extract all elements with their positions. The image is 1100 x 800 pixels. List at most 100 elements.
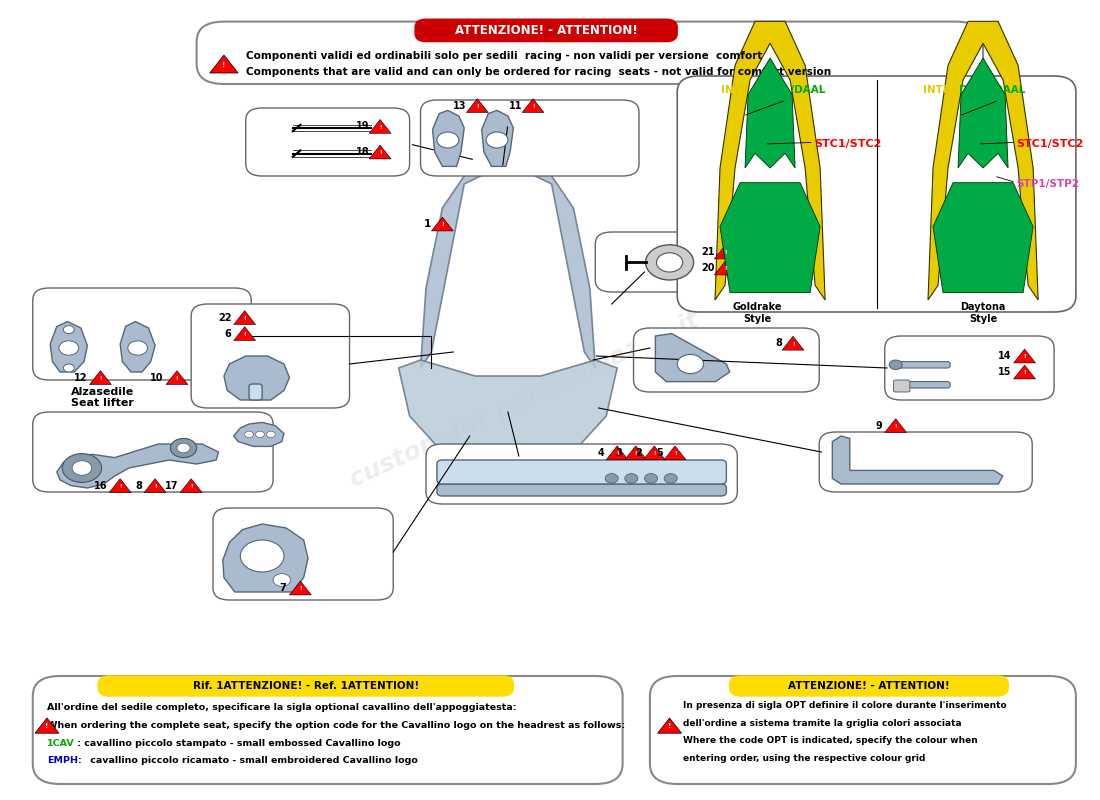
FancyBboxPatch shape (884, 336, 1054, 400)
Text: DUAL/DAAL: DUAL/DAAL (959, 85, 1025, 94)
Polygon shape (928, 22, 1038, 300)
Polygon shape (224, 356, 289, 400)
Circle shape (664, 474, 678, 483)
Text: 4: 4 (597, 448, 604, 458)
Text: 21: 21 (701, 247, 714, 257)
Circle shape (64, 326, 75, 334)
FancyBboxPatch shape (415, 19, 678, 42)
Polygon shape (714, 261, 736, 275)
Circle shape (64, 364, 75, 372)
FancyBboxPatch shape (426, 444, 737, 504)
Text: !: ! (243, 316, 246, 321)
Polygon shape (431, 217, 453, 231)
Text: When ordering the complete seat, specify the option code for the Cavallino logo : When ordering the complete seat, specify… (47, 721, 625, 730)
Text: 12: 12 (74, 373, 87, 382)
Polygon shape (398, 360, 617, 464)
Text: !: ! (222, 62, 226, 68)
Text: !: ! (154, 484, 156, 489)
Polygon shape (782, 336, 804, 350)
FancyBboxPatch shape (437, 460, 726, 484)
Polygon shape (57, 444, 219, 488)
Polygon shape (120, 322, 155, 372)
Text: !: ! (531, 104, 535, 109)
FancyBboxPatch shape (678, 76, 1076, 312)
FancyBboxPatch shape (634, 328, 820, 392)
Polygon shape (35, 718, 59, 734)
FancyBboxPatch shape (249, 384, 262, 400)
Polygon shape (1014, 365, 1035, 379)
Polygon shape (234, 326, 255, 341)
Text: STC1/STC2: STC1/STC2 (1015, 139, 1084, 149)
Text: !: ! (119, 484, 121, 489)
FancyBboxPatch shape (197, 22, 983, 84)
Polygon shape (370, 119, 390, 134)
Polygon shape (166, 370, 188, 385)
Text: 7: 7 (279, 583, 286, 593)
Text: !: ! (616, 451, 618, 456)
Polygon shape (466, 98, 488, 113)
Text: entering order, using the respective colour grid: entering order, using the respective col… (683, 754, 925, 763)
Text: !: ! (1023, 370, 1026, 375)
Text: 16: 16 (94, 481, 107, 490)
Text: !: ! (653, 451, 656, 456)
Polygon shape (144, 478, 166, 493)
Polygon shape (234, 310, 255, 325)
Text: cavallino piccolo ricamato - small embroidered Cavallino logo: cavallino piccolo ricamato - small embro… (87, 756, 418, 766)
Text: !: ! (99, 376, 101, 381)
Polygon shape (522, 98, 544, 113)
Polygon shape (1014, 349, 1035, 363)
Polygon shape (223, 524, 308, 592)
Circle shape (240, 540, 284, 572)
Circle shape (645, 474, 658, 483)
Text: In presenza di sigla OPT definire il colore durante l'inserimento: In presenza di sigla OPT definire il col… (683, 701, 1006, 710)
Text: Componenti validi ed ordinabili solo per sedili  racing - non validi per version: Componenti validi ed ordinabili solo per… (245, 51, 762, 61)
Text: !: ! (674, 451, 676, 456)
Text: 10: 10 (151, 373, 164, 382)
Text: 14: 14 (998, 351, 1012, 361)
FancyBboxPatch shape (420, 100, 639, 176)
Text: ATTENZIONE! - ATTENTION!: ATTENZIONE! - ATTENTION! (454, 24, 638, 37)
Circle shape (59, 341, 78, 355)
Polygon shape (715, 22, 825, 300)
FancyBboxPatch shape (820, 432, 1032, 492)
FancyBboxPatch shape (650, 676, 1076, 784)
FancyBboxPatch shape (33, 676, 623, 784)
Text: 8: 8 (776, 338, 782, 348)
Text: !: ! (378, 150, 382, 155)
Polygon shape (210, 55, 238, 73)
Text: dell'ordine a sistema tramite la griglia colori associata: dell'ordine a sistema tramite la griglia… (683, 718, 961, 728)
Text: Components that are valid and can only be ordered for racing  seats - not valid : Components that are valid and can only b… (245, 67, 830, 77)
Text: 11: 11 (508, 101, 522, 110)
Text: Daytona
Style: Daytona Style (960, 302, 1005, 324)
Polygon shape (625, 446, 647, 460)
Circle shape (486, 132, 508, 148)
Circle shape (657, 253, 683, 272)
Polygon shape (720, 182, 821, 293)
Text: !: ! (894, 424, 896, 429)
Text: Alzasedile: Alzasedile (72, 387, 134, 397)
Text: !: ! (190, 484, 192, 489)
Polygon shape (658, 718, 682, 734)
Text: All'ordine del sedile completo, specificare la sigla optional cavallino dell'app: All'ordine del sedile completo, specific… (47, 703, 517, 713)
Polygon shape (958, 58, 1008, 168)
Polygon shape (714, 245, 736, 259)
Circle shape (255, 431, 264, 438)
Text: 5: 5 (657, 448, 663, 458)
Text: : cavallino piccolo stampato - small embossed Cavallino logo: : cavallino piccolo stampato - small emb… (75, 738, 400, 748)
Text: Where the code OPT is indicated, specify the colour when: Where the code OPT is indicated, specify… (683, 736, 978, 746)
Text: 1: 1 (425, 219, 431, 229)
Text: 3: 3 (616, 448, 623, 458)
Circle shape (170, 438, 197, 458)
Polygon shape (933, 182, 1033, 293)
FancyBboxPatch shape (245, 108, 409, 176)
Circle shape (177, 443, 190, 453)
Text: 15: 15 (998, 367, 1012, 377)
FancyBboxPatch shape (33, 412, 273, 492)
Text: custom for parts.amazon.it: custom for parts.amazon.it (345, 308, 703, 492)
Text: ATTENZIONE! - ATTENTION!: ATTENZIONE! - ATTENTION! (788, 681, 949, 690)
Polygon shape (370, 145, 390, 159)
Text: 6: 6 (224, 329, 232, 338)
FancyBboxPatch shape (437, 484, 726, 496)
Text: !: ! (724, 266, 726, 271)
FancyBboxPatch shape (595, 232, 748, 292)
